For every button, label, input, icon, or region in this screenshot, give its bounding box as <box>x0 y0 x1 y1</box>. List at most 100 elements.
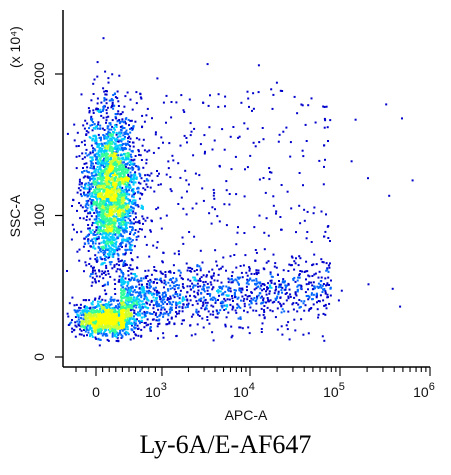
data-point <box>115 195 118 198</box>
data-point <box>129 291 131 294</box>
data-point <box>103 230 106 233</box>
data-point <box>316 285 319 288</box>
data-point <box>119 268 122 271</box>
data-point <box>258 314 261 317</box>
data-point <box>129 225 131 228</box>
data-point <box>99 195 102 198</box>
data-point <box>134 232 137 234</box>
data-point <box>129 322 132 325</box>
data-point <box>243 297 246 300</box>
data-point <box>172 294 175 297</box>
data-point <box>78 309 81 312</box>
data-point <box>87 314 90 316</box>
data-point <box>136 312 139 315</box>
data-point <box>126 183 128 186</box>
data-point <box>196 264 199 267</box>
data-point <box>227 287 230 290</box>
data-point <box>123 105 126 108</box>
data-point <box>121 308 124 311</box>
data-point <box>98 177 101 179</box>
data-point <box>152 307 155 310</box>
data-point <box>131 222 134 225</box>
data-point <box>130 276 133 279</box>
data-point <box>117 247 120 250</box>
data-point <box>133 193 135 196</box>
data-point <box>127 274 130 277</box>
data-point <box>160 281 163 284</box>
data-point <box>131 285 134 288</box>
data-point <box>218 290 221 293</box>
data-point <box>101 270 104 273</box>
data-point <box>85 130 88 133</box>
data-point <box>85 169 88 172</box>
data-point <box>152 293 155 296</box>
data-point <box>202 303 205 306</box>
data-point <box>254 300 257 302</box>
data-point <box>97 123 100 126</box>
data-point <box>97 185 100 188</box>
data-point <box>259 287 262 290</box>
data-point <box>128 215 130 218</box>
data-point <box>212 296 215 299</box>
data-point <box>289 141 292 144</box>
data-point <box>95 220 98 223</box>
data-point <box>125 321 128 324</box>
data-point <box>111 224 114 227</box>
data-point <box>81 325 84 327</box>
data-point <box>217 311 220 314</box>
data-point <box>142 217 145 220</box>
data-point <box>139 154 142 157</box>
data-point <box>224 299 227 302</box>
data-point <box>168 308 171 311</box>
data-point <box>258 282 261 285</box>
data-point <box>118 264 121 267</box>
data-point <box>215 309 218 312</box>
data-point <box>134 324 137 327</box>
data-point <box>106 170 109 173</box>
data-point <box>311 275 314 277</box>
data-point <box>91 192 94 194</box>
data-point <box>76 320 79 323</box>
data-point <box>105 98 108 101</box>
data-point <box>169 176 172 179</box>
data-point <box>176 293 179 296</box>
data-point <box>93 218 96 221</box>
data-point <box>129 119 132 122</box>
data-point <box>189 299 192 302</box>
data-point <box>117 147 120 150</box>
data-point <box>91 129 94 132</box>
data-point <box>160 136 163 139</box>
data-point <box>123 303 126 306</box>
data-point <box>105 167 108 170</box>
data-point <box>106 156 109 159</box>
data-point <box>115 209 118 212</box>
data-point <box>106 106 109 109</box>
data-point <box>129 243 132 246</box>
data-point <box>122 181 125 184</box>
data-point <box>163 279 166 282</box>
data-point <box>211 288 214 291</box>
data-point <box>117 327 120 329</box>
data-point <box>123 328 126 331</box>
data-point <box>142 166 145 169</box>
data-point <box>233 292 236 295</box>
data-point <box>78 320 81 323</box>
data-point <box>271 301 274 304</box>
data-point <box>256 286 259 288</box>
data-point <box>287 310 290 313</box>
data-point <box>98 295 101 298</box>
data-point <box>109 156 112 159</box>
data-point <box>101 143 104 146</box>
data-point <box>206 286 209 289</box>
data-point <box>115 133 118 136</box>
data-point <box>112 192 115 195</box>
data-point <box>307 309 310 312</box>
data-point <box>293 318 296 321</box>
data-point <box>98 311 100 314</box>
data-point <box>153 311 155 314</box>
data-point <box>131 194 134 197</box>
data-point <box>130 150 133 153</box>
data-point <box>124 166 127 168</box>
data-point <box>125 209 128 212</box>
data-point <box>153 289 156 292</box>
